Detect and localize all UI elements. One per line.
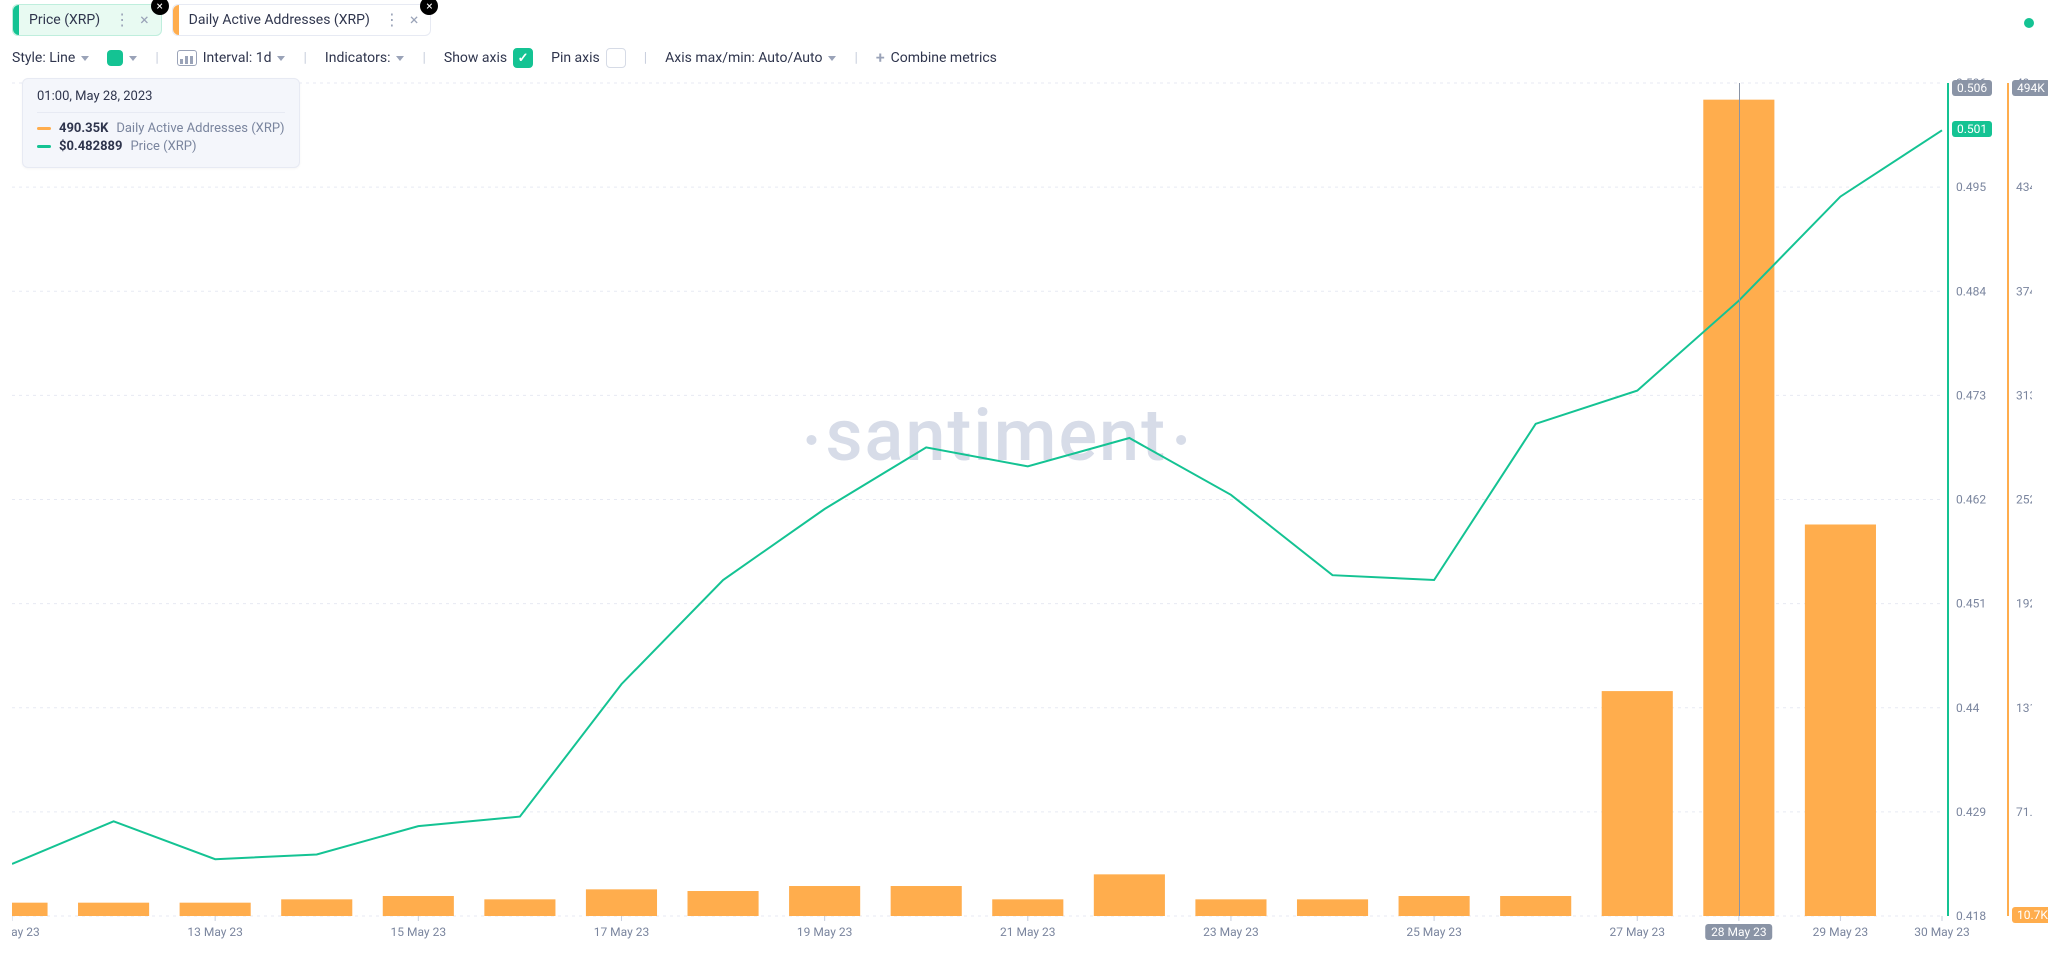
series-color-green [37,145,51,148]
tab-remove-bubble-icon[interactable]: × [420,0,438,15]
pin-axis-label: Pin axis [551,50,600,66]
chevron-down-icon [81,56,89,61]
indicators-selector[interactable]: Indicators: [325,50,405,66]
svg-text:15 May 23: 15 May 23 [391,925,447,939]
svg-text:0.44: 0.44 [1956,701,1980,715]
interval-selector[interactable]: Interval: 1d [177,50,286,66]
tooltip-row: 490.35K Daily Active Addresses (XRP) [37,121,285,136]
tab-close-icon[interactable]: × [406,12,423,28]
tab-label: Price (XRP) [29,12,108,28]
svg-text:21 May 23: 21 May 23 [1000,925,1056,939]
tooltip-value: $0.482889 [59,139,122,154]
svg-text:11 May 23: 11 May 23 [12,925,40,939]
series-color-orange [37,127,51,130]
svg-text:29 May 23: 29 May 23 [1813,925,1869,939]
separator: | [644,50,647,66]
y-axis-top-badge-right: 494K [2012,80,2048,96]
chevron-down-icon [129,56,137,61]
separator: | [422,50,425,66]
tab-price[interactable]: Price (XRP) ⋮ × × [12,4,162,36]
indicators-label: Indicators: [325,50,391,66]
chevron-down-icon [828,56,836,61]
tooltip-value: 490.35K [59,121,108,136]
bars-icon [177,50,197,66]
tooltip-series-label: Daily Active Addresses (XRP) [116,121,284,136]
svg-text:0.462: 0.462 [1956,493,1986,507]
y-axis-daa-marker: 10.7K [2012,907,2048,923]
svg-text:19 May 23: 19 May 23 [797,925,853,939]
tab-menu-icon[interactable]: ⋮ [108,12,136,28]
tab-accent [13,5,19,35]
separator: | [155,50,158,66]
show-axis-label: Show axis [444,50,507,66]
tab-label: Daily Active Addresses (XRP) [189,12,378,28]
pin-axis-checkbox[interactable] [606,48,626,68]
tooltip-row: $0.482889 Price (XRP) [37,139,285,154]
chart-toolbar: Style: Line | Interval: 1d | Indicators:… [12,48,2038,68]
color-swatch [107,50,123,66]
svg-text:313K: 313K [2016,388,2032,402]
style-selector[interactable]: Style: Line [12,50,89,66]
svg-text:23 May 23: 23 May 23 [1203,925,1259,939]
svg-text:13 May 23: 13 May 23 [187,925,243,939]
pin-axis-toggle[interactable]: Pin axis [551,48,626,68]
chart-area[interactable]: santiment 0.418 0.429 0.44 0.451 0.462 0.473 0.… [12,78,2038,948]
tab-menu-icon[interactable]: ⋮ [378,12,406,28]
chart-tooltip: 01:00, May 28, 2023 490.35K Daily Active… [22,78,300,168]
svg-text:0.484: 0.484 [1956,284,1986,298]
svg-text:434K: 434K [2016,180,2032,194]
chevron-down-icon [396,56,404,61]
y-axis-top-badge-left: 0.506 [1952,80,1992,96]
svg-text:0.495: 0.495 [1956,180,1986,194]
y-axis-price-marker: 0.501 [1952,121,1992,137]
svg-text:25 May 23: 25 May 23 [1406,925,1462,939]
x-axis-date-marker: 28 May 23 [1705,924,1773,940]
combine-label: Combine metrics [891,50,997,66]
svg-text:0.429: 0.429 [1956,805,1986,819]
chart-svg: santiment 0.418 0.429 0.44 0.451 0.462 0.473 0.… [12,78,2032,948]
svg-text:131K: 131K [2016,701,2032,715]
crosshair-vertical [1739,83,1740,916]
svg-text:0.451: 0.451 [1956,597,1986,611]
show-axis-checkbox[interactable] [513,48,533,68]
connection-status-dot [2024,18,2034,28]
svg-text:252K: 252K [2016,493,2032,507]
svg-text:192K: 192K [2016,597,2032,611]
combine-metrics-button[interactable]: + Combine metrics [876,50,997,66]
svg-text:0.473: 0.473 [1956,388,1986,402]
chevron-down-icon [277,56,285,61]
svg-text:santiment: santiment [825,393,1167,478]
tab-close-icon[interactable]: × [136,12,153,28]
tab-accent [173,5,179,35]
tab-daily-active-addresses[interactable]: Daily Active Addresses (XRP) ⋮ × × [172,4,432,36]
tooltip-time: 01:00, May 28, 2023 [37,89,285,113]
metric-tabs: Price (XRP) ⋮ × × Daily Active Addresses… [12,4,2038,36]
plus-icon: + [876,50,885,66]
color-selector[interactable] [107,50,137,66]
app-root: Price (XRP) ⋮ × × Daily Active Addresses… [0,0,2048,957]
show-axis-toggle[interactable]: Show axis [444,48,533,68]
style-label: Style: Line [12,50,75,66]
axis-minmax-label: Axis max/min: Auto/Auto [665,50,822,66]
svg-text:30 May 23: 30 May 23 [1914,925,1970,939]
svg-text:17 May 23: 17 May 23 [594,925,650,939]
tab-remove-bubble-icon[interactable]: × [151,0,169,15]
tooltip-series-label: Price (XRP) [130,139,196,154]
interval-label: Interval: 1d [203,50,272,66]
svg-text:0.418: 0.418 [1956,909,1986,923]
separator: | [303,50,306,66]
svg-text:71.2K: 71.2K [2016,805,2032,819]
svg-text:27 May 23: 27 May 23 [1609,925,1665,939]
svg-text:374K: 374K [2016,284,2032,298]
separator: | [854,50,857,66]
axis-minmax-selector[interactable]: Axis max/min: Auto/Auto [665,50,836,66]
